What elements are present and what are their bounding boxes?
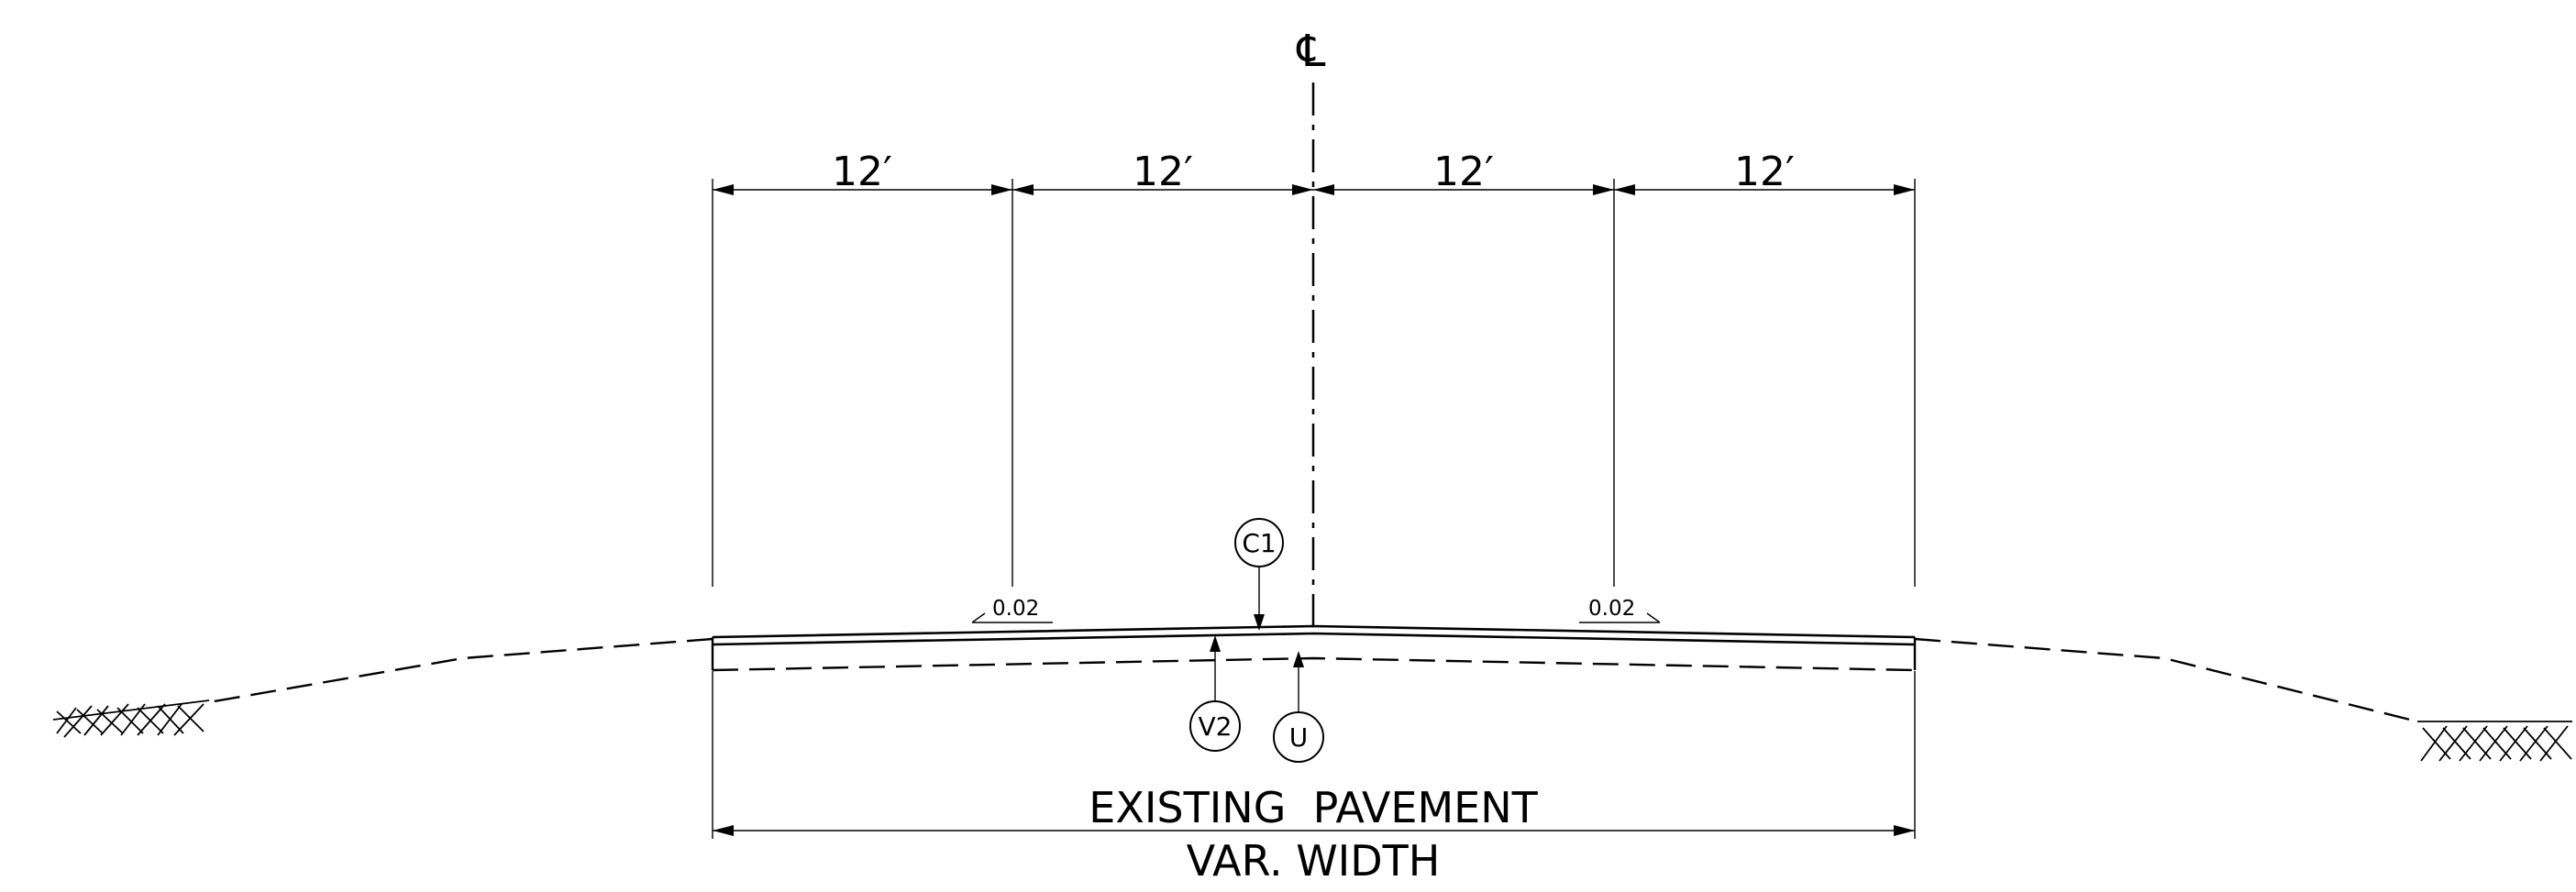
- dim-arrow: [1012, 184, 1034, 195]
- centerline-symbol: ℄: [1297, 26, 1326, 77]
- ground-hatch-left: [52, 699, 210, 738]
- callout-u-arrow: [1293, 651, 1304, 667]
- slope-annotation-right: 0.02: [1579, 597, 1661, 623]
- dim-arrow: [1593, 184, 1614, 195]
- pavement-surface-lower: [712, 632, 1916, 646]
- callout-u-label: U: [1289, 722, 1309, 753]
- var-width-label: VAR. WIDTH: [1187, 836, 1441, 886]
- dim-arrow: [713, 825, 734, 836]
- dim-arrow: [991, 184, 1012, 195]
- callout-v2-arrow: [1210, 635, 1221, 652]
- lane-width-label-3: 12′: [1433, 149, 1494, 195]
- left-side-slope: [208, 637, 713, 704]
- pavement-surface-top: [712, 624, 1916, 639]
- lane-width-label-2: 12′: [1133, 149, 1193, 195]
- lane-width-label-1: 12′: [832, 149, 892, 195]
- existing-pavement-label: EXISTING PAVEMENT: [1089, 783, 1538, 832]
- callout-v2-label: V2: [1199, 711, 1233, 742]
- callout-c1-label: C1: [1242, 528, 1276, 558]
- dim-arrow: [713, 184, 734, 195]
- right-side-slope: [1914, 637, 2418, 723]
- dim-arrow: [1614, 184, 1635, 195]
- dim-arrow: [1292, 184, 1313, 195]
- callout-c1-arrow: [1254, 614, 1265, 631]
- lane-width-label-4: 12′: [1734, 149, 1795, 195]
- dim-arrow: [1894, 825, 1915, 836]
- slope-annotation-left: 0.02: [971, 597, 1053, 623]
- dim-arrow: [1313, 184, 1334, 195]
- ground-hatch-right: [2417, 721, 2572, 762]
- slope-label-right: 0.02: [1588, 597, 1635, 621]
- existing-pavement-bottom: [712, 656, 1916, 672]
- slope-label-left: 0.02: [992, 597, 1039, 621]
- dim-arrow: [1894, 184, 1915, 195]
